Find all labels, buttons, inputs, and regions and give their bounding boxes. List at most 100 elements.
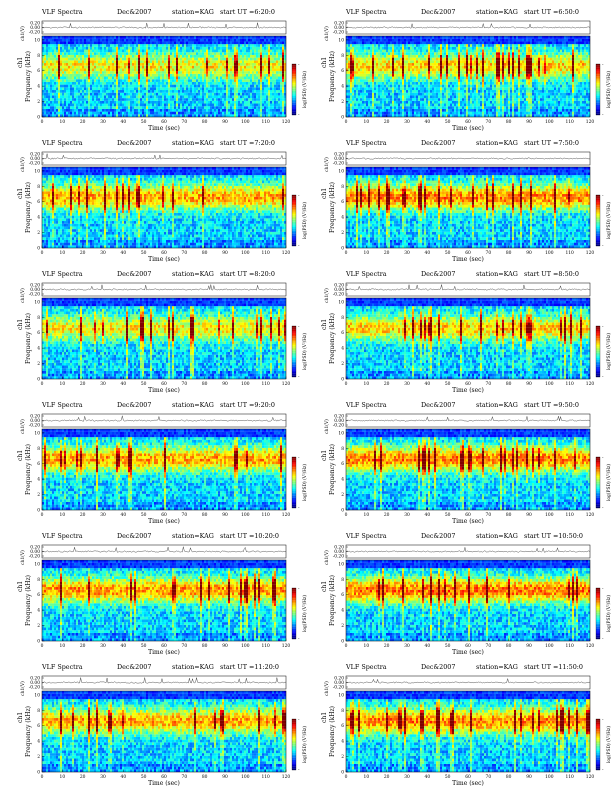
spectrogram-cell bbox=[224, 57, 227, 61]
spectrogram-cell bbox=[210, 76, 213, 80]
spectrogram-cell bbox=[208, 92, 211, 96]
spectrogram-cell bbox=[214, 71, 217, 74]
spectrogram-cell bbox=[192, 92, 195, 96]
spectrogram-cell bbox=[204, 95, 207, 99]
spectrogram-cell bbox=[218, 100, 221, 104]
spectrogram-cell bbox=[226, 60, 229, 64]
spectrogram-cell bbox=[202, 108, 205, 112]
spectrogram-cell bbox=[84, 52, 87, 55]
spectrogram-cell bbox=[268, 81, 271, 85]
spectrogram-cell bbox=[202, 38, 205, 42]
spectrogram-cell bbox=[150, 46, 153, 50]
spectrogram-cell bbox=[264, 103, 267, 107]
spectrogram-cell bbox=[122, 65, 125, 69]
spectrogram-cell bbox=[102, 57, 105, 61]
spectrogram-cell bbox=[132, 46, 135, 50]
spectrogram-cell bbox=[278, 100, 281, 104]
spectrogram-cell bbox=[222, 106, 225, 109]
spectrogram-cell bbox=[118, 71, 121, 74]
spectrogram-cell bbox=[278, 76, 281, 80]
spectrogram-cell bbox=[258, 46, 261, 50]
spectrogram-cell bbox=[154, 92, 157, 96]
spectrogram-cell bbox=[574, 108, 577, 112]
spectrogram-cell bbox=[466, 106, 469, 109]
spectrogram-cell bbox=[52, 36, 55, 39]
spectrogram-cell bbox=[42, 79, 45, 82]
spectrogram-cell bbox=[96, 65, 99, 69]
spectrogram-cell bbox=[378, 90, 381, 93]
spectrogram-cell bbox=[170, 103, 173, 107]
spectrogram-cell bbox=[158, 54, 161, 58]
spectrogram-cell bbox=[388, 114, 391, 118]
spectrogram-cell bbox=[560, 90, 563, 93]
spectrogram-cell bbox=[98, 60, 101, 64]
spectrogram-cell bbox=[202, 54, 205, 58]
spectrogram-cell bbox=[52, 114, 55, 118]
spectrogram-cell bbox=[390, 108, 393, 112]
spectrogram-cell bbox=[562, 92, 565, 96]
spectrogram-cell bbox=[232, 41, 235, 45]
spectrogram-cell bbox=[566, 106, 569, 109]
spectrogram-cell bbox=[54, 98, 57, 101]
spectrogram-cell bbox=[160, 71, 163, 74]
spectrogram-cell bbox=[216, 71, 219, 74]
spectrogram-cell bbox=[512, 92, 515, 96]
spectrogram-cell bbox=[226, 49, 229, 53]
spectrogram-cell bbox=[182, 41, 185, 45]
spectrogram-cell bbox=[538, 95, 541, 99]
spectrogram-cell bbox=[244, 84, 247, 88]
spectrogram-cell bbox=[242, 52, 245, 55]
spectrogram-cell bbox=[160, 52, 163, 55]
spectrogram-cell bbox=[66, 60, 69, 64]
spectrogram-cell bbox=[444, 100, 447, 104]
spectrogram-cell bbox=[256, 63, 259, 66]
spectrogram-cell bbox=[420, 100, 423, 104]
spectrogram-cell bbox=[276, 54, 279, 58]
spectrogram-cell bbox=[128, 111, 131, 115]
spectrogram-cell bbox=[218, 44, 221, 47]
spectrogram-cell bbox=[144, 81, 147, 85]
spectrogram-cell bbox=[116, 71, 119, 74]
spectrogram-cell bbox=[168, 108, 171, 112]
spectrogram-cell bbox=[180, 108, 183, 112]
spectrogram-cell bbox=[48, 81, 51, 85]
spectrogram-cell bbox=[224, 38, 227, 42]
spectrogram-cell bbox=[282, 103, 285, 107]
spectrogram-cell bbox=[192, 73, 195, 77]
spectrogram-cell bbox=[86, 49, 89, 53]
spectrogram-cell bbox=[530, 98, 533, 101]
spectrogram-cell bbox=[110, 114, 113, 118]
spectrogram-cell bbox=[274, 114, 277, 118]
spectrogram-cell bbox=[78, 95, 81, 99]
colorbar-swatch bbox=[292, 84, 296, 86]
spectrogram-cell bbox=[146, 63, 149, 66]
spectrogram-cell bbox=[210, 84, 213, 88]
spectrogram-cell bbox=[260, 44, 263, 47]
spectrogram-cell bbox=[156, 103, 159, 107]
spectrogram-cell bbox=[100, 73, 103, 77]
spectrogram-cell bbox=[284, 111, 287, 115]
spectrogram-cell bbox=[134, 114, 137, 118]
spectrogram-cell bbox=[166, 108, 169, 112]
spectrogram-cell bbox=[220, 76, 223, 80]
spectrogram-cell bbox=[92, 84, 95, 88]
spectrogram-cell bbox=[534, 114, 537, 118]
spectrogram-cell bbox=[50, 95, 53, 99]
spectrogram-cell bbox=[78, 84, 81, 88]
spectrogram-cell bbox=[130, 60, 133, 64]
spectrogram-cell bbox=[132, 57, 135, 61]
spectrogram-cell bbox=[346, 106, 349, 109]
spectrogram-cell bbox=[276, 106, 279, 109]
spectrogram-cell bbox=[210, 54, 213, 58]
spectrogram-cell bbox=[184, 68, 187, 72]
spectrogram-cell bbox=[250, 98, 253, 101]
spectrogram-cell bbox=[562, 100, 565, 104]
spectrogram-cell bbox=[210, 60, 213, 64]
spectrogram-cell bbox=[150, 79, 153, 82]
spectrogram-cell bbox=[106, 95, 109, 99]
spectrogram-cell bbox=[572, 90, 575, 93]
spectrogram-cell bbox=[222, 84, 225, 88]
spectrogram-cell bbox=[102, 95, 105, 99]
spectrogram-cell bbox=[170, 84, 173, 88]
spectrogram-cell bbox=[174, 108, 177, 112]
